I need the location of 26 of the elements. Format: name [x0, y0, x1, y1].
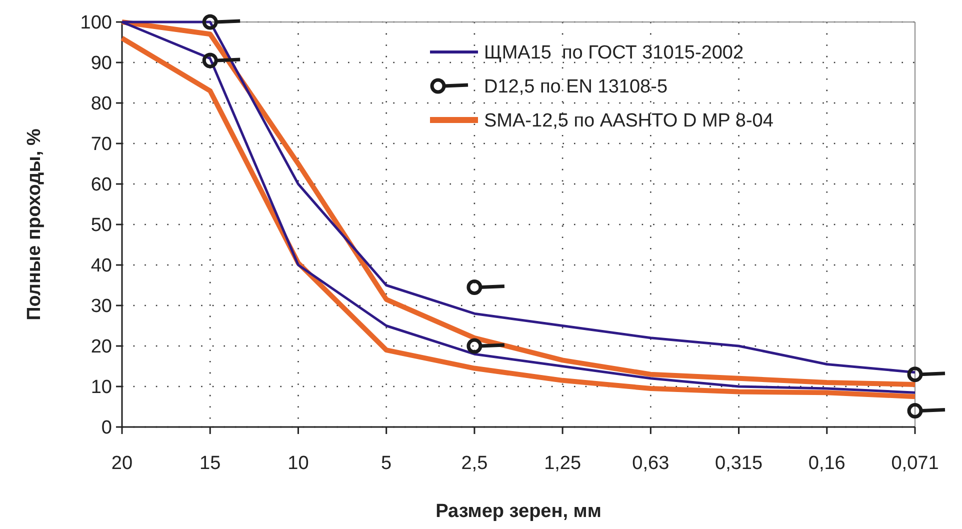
x-axis-title: Размер зерен, мм — [436, 501, 602, 522]
x-tick-label: 15 — [200, 453, 221, 474]
x-tick-label: 10 — [288, 453, 309, 474]
x-tick-label: 0,16 — [808, 453, 846, 474]
y-tick-label: 90 — [90, 53, 112, 74]
y-tick-label: 100 — [80, 12, 112, 34]
y-tick-label: 80 — [90, 94, 112, 115]
y-tick-label: 60 — [90, 174, 112, 196]
y-tick-label: 70 — [90, 134, 112, 156]
y-axis-title: Полные проходы, % — [24, 128, 45, 320]
x-tick-label: 0,63 — [632, 453, 670, 474]
x-tick-label: 0,071 — [891, 453, 939, 474]
y-tick-label: 40 — [90, 256, 112, 277]
y-tick-label: 20 — [90, 336, 112, 358]
x-tick-label: 1,25 — [544, 453, 582, 474]
legend-label: SMA-12,5 по AASHTO D MP 8-04 — [484, 110, 774, 132]
y-tick-label: 50 — [90, 215, 112, 236]
x-tick-label: 20 — [111, 453, 133, 474]
y-tick-label: 0 — [101, 418, 112, 439]
legend-label: ЩМА15 по ГОСТ 31015-2002 — [484, 42, 744, 64]
y-tick-label: 10 — [90, 377, 112, 398]
x-tick-label: 5 — [381, 453, 392, 474]
legend-label: D12,5 по EN 13108-5 — [484, 76, 668, 98]
x-tick-label: 2,5 — [461, 453, 488, 474]
x-tick-label: 0,315 — [715, 453, 763, 474]
y-tick-label: 30 — [90, 296, 112, 318]
